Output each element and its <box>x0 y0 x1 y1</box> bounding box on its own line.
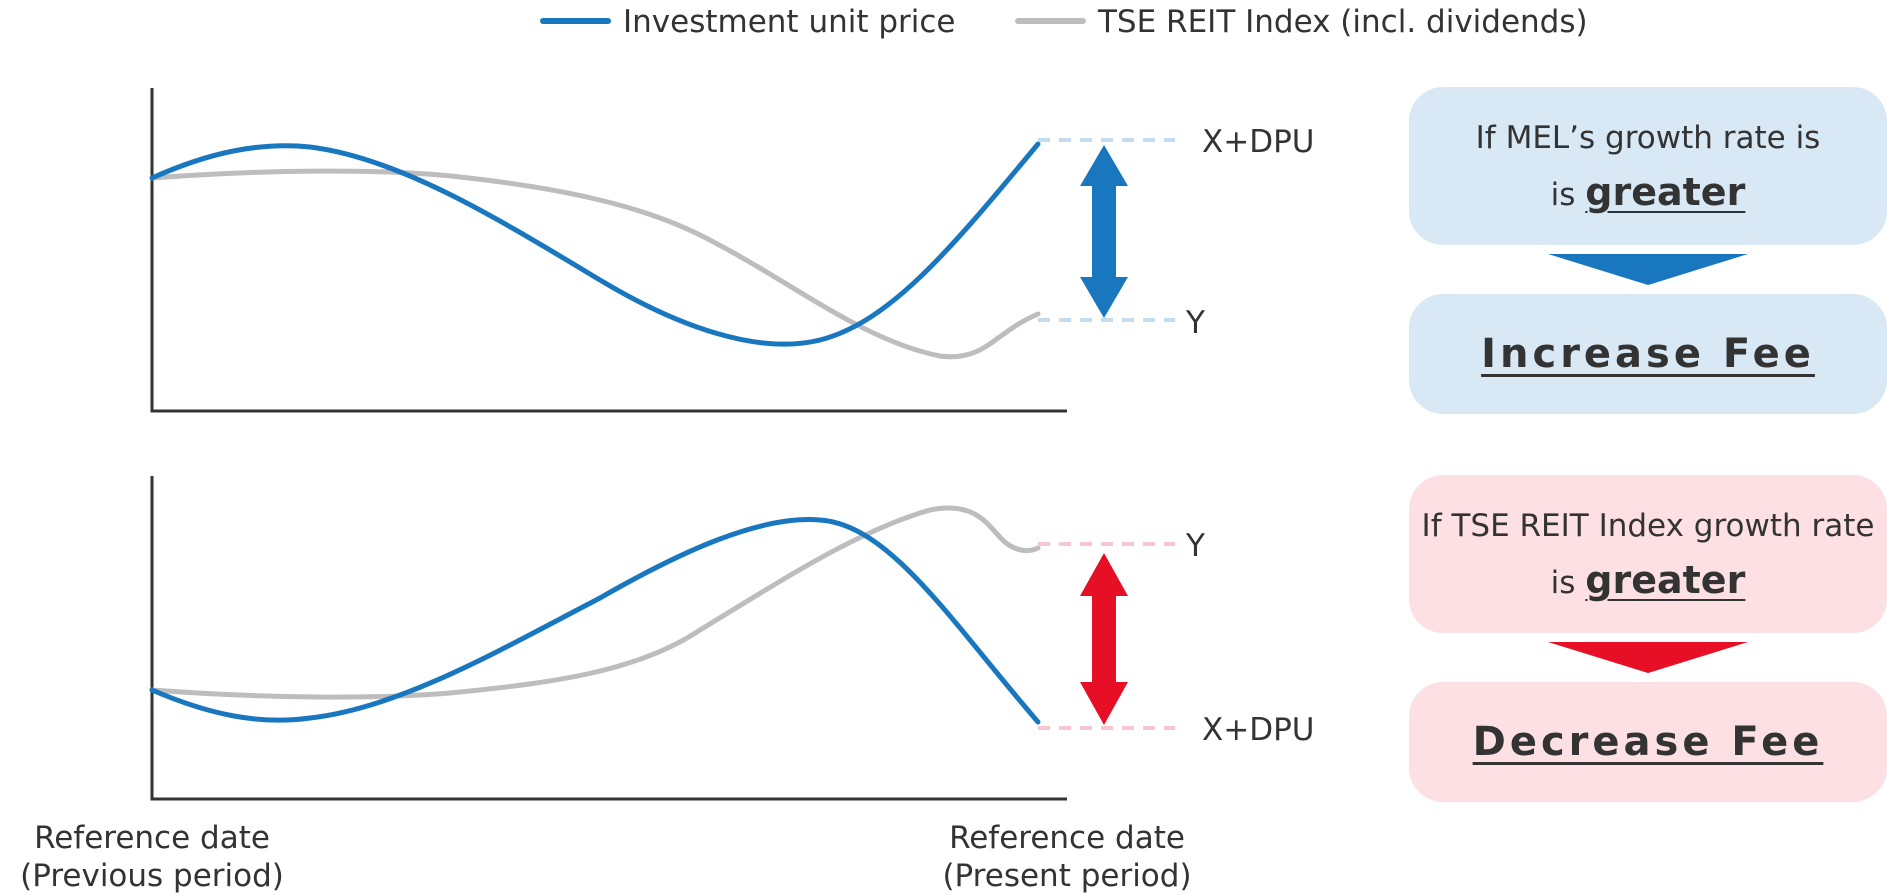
x-axis-start-line2: (Previous period) <box>20 858 284 894</box>
top-axes <box>150 88 1067 413</box>
top-condition-line1: If MEL’s growth rate is <box>1475 119 1821 156</box>
bottom-condition-line1: If TSE REIT Index growth rate <box>1421 507 1875 544</box>
top-result-box: Increase Fee <box>1409 294 1887 414</box>
top-condition-emphasis: greater <box>1585 169 1746 214</box>
bottom-panel: Y X+DPU <box>149 476 1314 801</box>
legend-index-label: TSE REIT Index (incl. dividends) <box>1097 4 1588 40</box>
top-flow-arrow <box>1548 254 1748 285</box>
top-investment-line <box>149 141 1041 347</box>
top-result-label: Increase Fee <box>1481 331 1815 377</box>
legend-investment-label: Investment unit price <box>623 4 956 40</box>
top-condition-prefix: is <box>1550 176 1576 213</box>
top-panel: X+DPU Y <box>149 88 1314 413</box>
legend: Investment unit price TSE REIT Index (in… <box>540 4 1588 40</box>
x-axis-end-line2: (Present period) <box>942 858 1192 894</box>
bottom-result-box: Decrease Fee <box>1409 682 1887 802</box>
bottom-condition-box: If TSE REIT Index growth rate is greater <box>1409 475 1887 633</box>
x-axis-start-line1: Reference date <box>34 820 270 856</box>
bottom-flow-arrow <box>1548 642 1748 673</box>
x-axis-end-label: Reference date (Present period) <box>917 819 1217 895</box>
top-index-line <box>149 168 1041 360</box>
bottom-condition-emphasis: greater <box>1585 557 1746 602</box>
x-axis-end-line1: Reference date <box>949 820 1185 856</box>
bottom-investment-line <box>149 517 1041 725</box>
bottom-axes <box>150 476 1067 801</box>
bottom-index-line <box>149 505 1041 700</box>
top-upper-label: X+DPU <box>1202 124 1314 160</box>
top-lower-label: Y <box>1185 305 1205 341</box>
bottom-result-label: Decrease Fee <box>1472 719 1824 765</box>
bottom-upper-label: Y <box>1185 528 1205 564</box>
top-double-arrow <box>1080 145 1128 318</box>
x-axis-start-label: Reference date (Previous period) <box>2 819 302 895</box>
bottom-double-arrow <box>1080 553 1128 725</box>
bottom-lower-label: X+DPU <box>1202 712 1314 748</box>
top-condition-box: If MEL’s growth rate is is greater <box>1409 87 1887 245</box>
bottom-condition-prefix: is <box>1550 564 1576 601</box>
